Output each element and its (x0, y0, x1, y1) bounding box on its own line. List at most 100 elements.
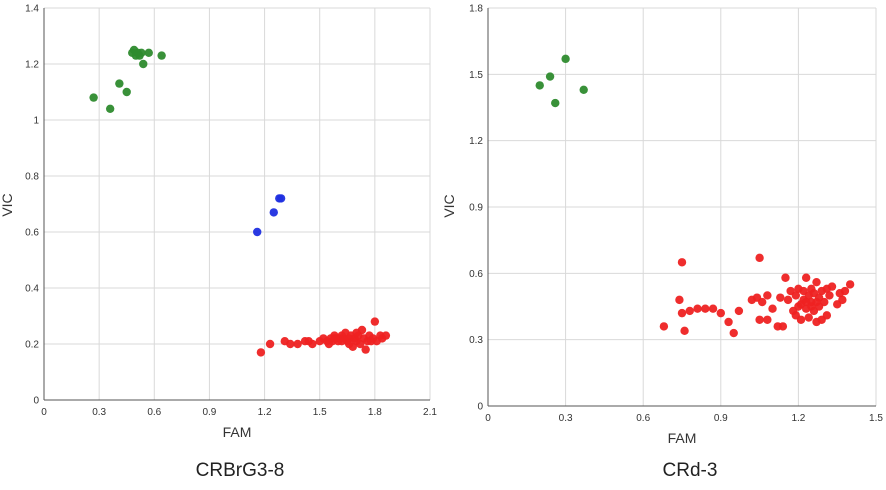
x-tick-label: 0.6 (147, 407, 161, 418)
data-point (820, 297, 829, 307)
data-point (755, 253, 764, 263)
data-point (804, 313, 813, 322)
data-point (812, 277, 821, 287)
data-point (729, 328, 738, 338)
y-tick-label: 0.9 (469, 203, 483, 214)
x-tick-label: 0.9 (202, 407, 216, 418)
x-tick-label: 1.2 (258, 407, 272, 418)
data-point (801, 273, 811, 282)
data-point (330, 334, 339, 343)
y-tick-label: 0.8 (25, 172, 39, 183)
y-tick-label: 0.2 (25, 340, 39, 351)
scatter-chart-1: 0 0.3 0.6 0.9 1.2 1.5 1.8 2.1 0 0.2 0.4 0.6 0.8 1 1.2 1… (0, 4, 437, 441)
data-point (308, 339, 317, 349)
y-tick-label: 0.6 (25, 228, 39, 239)
x-tick-label: 0 (485, 413, 491, 424)
data-point (755, 315, 764, 324)
data-point (659, 322, 669, 331)
data-point (783, 295, 793, 305)
data-point (256, 348, 266, 357)
y-tick-label: 1.4 (25, 4, 39, 15)
data-point (845, 280, 855, 289)
y-tick-label: 0.6 (469, 269, 483, 280)
x-tick-label: 0.9 (714, 413, 728, 424)
data-point (366, 337, 376, 346)
data-point (677, 258, 687, 267)
data-point (535, 81, 544, 90)
data-point (286, 339, 295, 349)
data-point (778, 322, 788, 331)
y-tick-label: 0.3 (469, 335, 483, 346)
data-point (716, 308, 725, 318)
x-tick-label: 0.6 (636, 413, 650, 424)
data-point (675, 295, 684, 305)
y-axis-label: VIC (0, 193, 15, 216)
data-point (838, 295, 847, 305)
data-point (763, 315, 772, 324)
x-tick-label: 1.8 (368, 407, 382, 418)
data-point (370, 317, 380, 326)
data-point (293, 339, 302, 349)
data-point (265, 339, 275, 349)
data-point (105, 104, 115, 114)
data-point (791, 311, 801, 320)
data-point (361, 345, 370, 354)
x-tick-label: 2.1 (423, 407, 437, 418)
x-tick-label: 1.2 (791, 413, 805, 424)
data-point (269, 208, 278, 217)
chart-caption-crbrg3-8: CRBrG3-8 (195, 460, 285, 481)
y-axis-label: VIC (441, 194, 457, 217)
data-point (763, 291, 772, 300)
x-tick-label: 0 (41, 407, 47, 418)
y-tick-label: 1.5 (469, 70, 483, 81)
data-point (144, 48, 153, 57)
data-point (708, 304, 718, 313)
x-tick-label: 1.5 (869, 413, 883, 424)
data-point (677, 308, 687, 318)
x-tick-label: 0.3 (559, 413, 573, 424)
data-point (825, 291, 834, 300)
y-tick-label: 1.2 (469, 136, 483, 147)
data-point (352, 328, 361, 337)
data-point (680, 326, 689, 336)
data-point (776, 293, 785, 302)
data-point (734, 306, 744, 316)
data-point (139, 59, 148, 69)
chart-caption-crd-3: CRd-3 (662, 460, 718, 481)
data-point (122, 87, 131, 97)
data-point (579, 85, 588, 95)
data-point (724, 317, 733, 327)
y-tick-label: 1.2 (25, 60, 39, 71)
scatter-chart-2: 0 0.3 0.6 0.9 1.2 1.5 0 0.3 0.6 0.9 1.2 1.5 1.8 FAM VI… (441, 4, 883, 447)
y-tick-label: 0 (33, 396, 39, 407)
data-point (344, 339, 354, 349)
data-point (781, 273, 790, 282)
data-point (381, 331, 391, 340)
data-point (693, 304, 702, 313)
data-point (276, 194, 286, 203)
data-point (791, 291, 801, 300)
data-point (561, 54, 570, 64)
data-point (757, 297, 767, 307)
y-tick-label: 1.8 (469, 4, 483, 15)
data-point (701, 304, 710, 313)
y-tick-label: 1 (33, 116, 39, 127)
x-axis-label: FAM (668, 430, 697, 446)
data-point (137, 48, 146, 57)
x-tick-label: 1.5 (313, 407, 327, 418)
data-point (840, 286, 850, 296)
data-point (768, 304, 777, 313)
y-tick-label: 0.4 (25, 284, 39, 295)
x-axis-label: FAM (223, 424, 252, 440)
data-point (337, 337, 346, 346)
data-point (685, 306, 694, 316)
data-point (545, 72, 555, 81)
data-point (157, 51, 166, 60)
data-point (551, 98, 560, 108)
y-tick-label: 0 (477, 402, 483, 413)
x-tick-label: 0.3 (92, 407, 106, 418)
data-point (812, 297, 821, 307)
data-point (89, 93, 98, 102)
data-point (817, 315, 826, 324)
